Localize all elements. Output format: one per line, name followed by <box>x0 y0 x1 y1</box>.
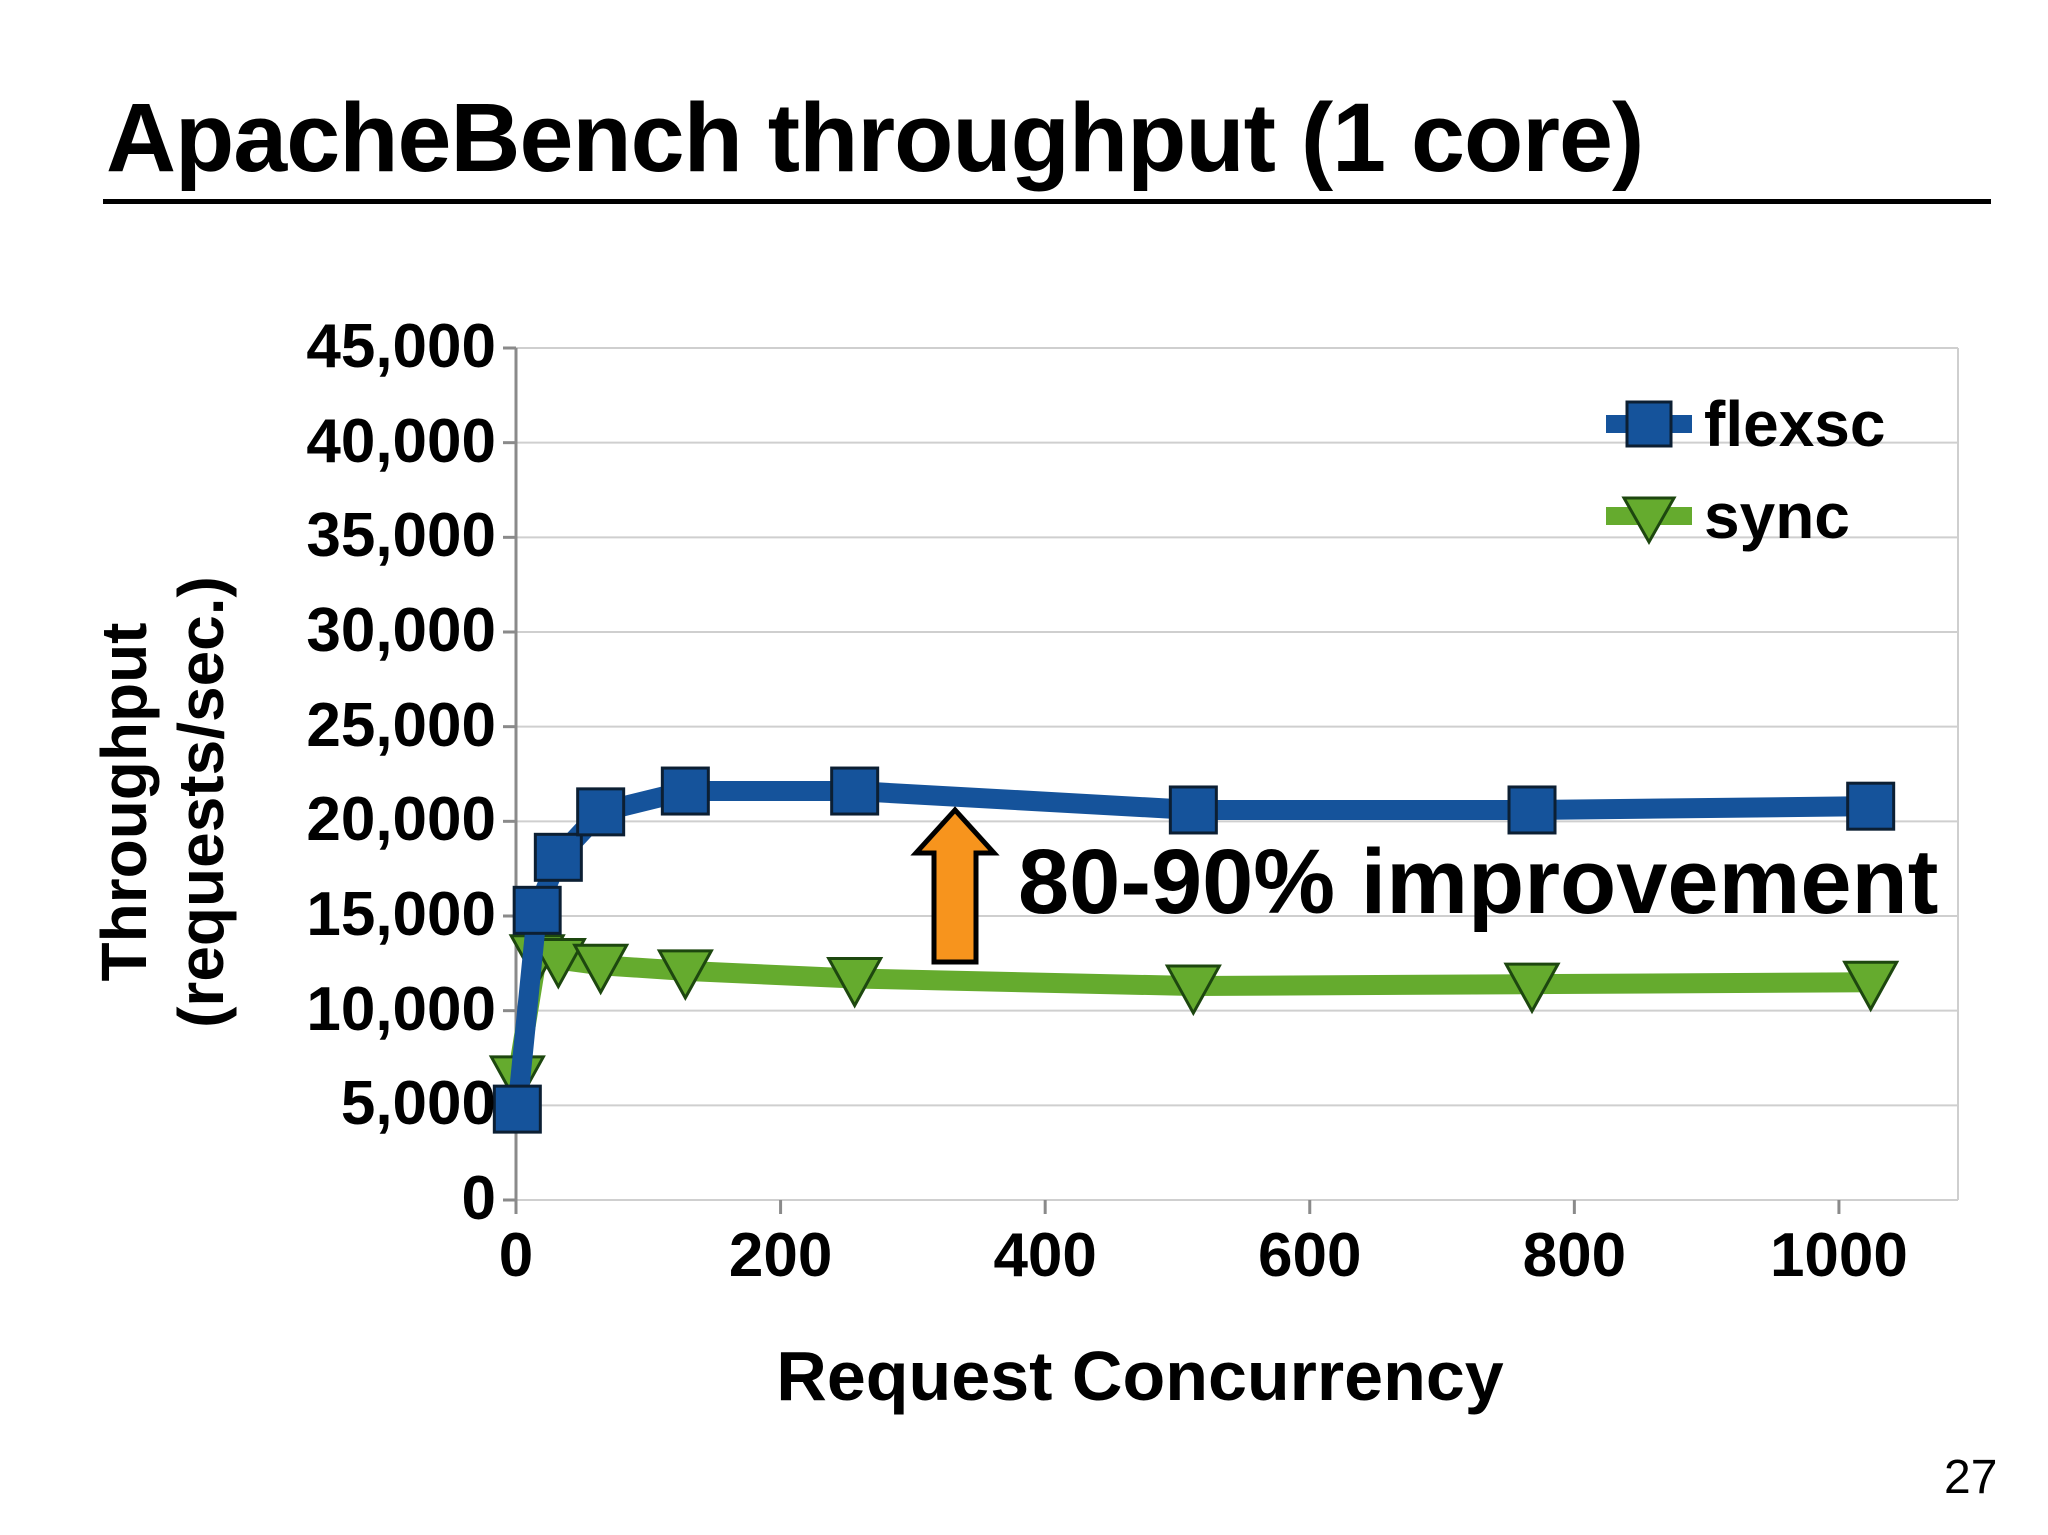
y-axis-title: Throughput (requests/sec.) <box>86 576 240 1028</box>
x-tick-label: 400 <box>993 1221 1097 1290</box>
flexsc-data-point <box>533 832 583 882</box>
y-tick-label: 25,000 <box>306 690 496 760</box>
improvement-annotation: 80-90% improvement <box>1018 831 1939 933</box>
sync-data-point <box>529 938 587 990</box>
flexsc-data-point <box>830 766 880 816</box>
flexsc-data-point <box>576 787 626 837</box>
y-tick-label: 10,000 <box>306 974 496 1044</box>
legend-label-sync: sync <box>1704 480 1850 552</box>
sync-data-point <box>572 943 630 996</box>
x-tick-label: 1000 <box>1769 1221 1908 1290</box>
y-tick-label: 15,000 <box>306 880 496 950</box>
x-axis-title: Request Concurrency <box>776 1337 1504 1415</box>
sync-data-point <box>656 949 714 1002</box>
flexsc-data-point <box>1846 781 1896 831</box>
slide-title: ApacheBench throughput (1 core) <box>106 83 1644 192</box>
sync-data-point <box>1503 962 1561 1015</box>
sync-data-point <box>1164 964 1222 1017</box>
chart-legend: flexsc sync <box>1606 384 1885 568</box>
flexsc-data-point <box>1168 785 1218 835</box>
y-tick-label: 45,000 <box>306 312 496 382</box>
y-axis-title-line1: Throughput <box>88 622 160 982</box>
x-tick-label: 200 <box>728 1221 833 1290</box>
y-axis-title-line2: (requests/sec.) <box>165 576 237 1028</box>
legend-item-flexsc: flexsc <box>1606 384 1885 464</box>
flexsc-data-point <box>492 1084 542 1134</box>
flexsc-data-point <box>660 766 710 816</box>
legend-label-flexsc: flexsc <box>1704 388 1886 460</box>
x-tick-label: 600 <box>1258 1221 1362 1290</box>
x-tick-label: 800 <box>1522 1221 1627 1290</box>
sync-data-point <box>1842 960 1900 1013</box>
y-tick-label: 0 <box>461 1164 496 1234</box>
y-tick-label: 35,000 <box>306 501 496 571</box>
title-underline <box>103 199 1991 204</box>
flexsc-data-point <box>512 885 562 935</box>
legend-item-sync: sync <box>1606 476 1885 556</box>
page-number: 27 <box>1944 1451 1998 1504</box>
y-tick-label: 5,000 <box>340 1069 496 1139</box>
y-tick-label: 40,000 <box>306 406 496 476</box>
flexsc-square-marker-icon <box>1606 400 1692 448</box>
sync-data-point <box>826 956 884 1009</box>
y-tick-label: 30,000 <box>306 596 496 666</box>
y-tick-label: 20,000 <box>306 785 496 855</box>
x-tick-label: 0 <box>498 1221 534 1290</box>
flexsc-data-point <box>1507 785 1557 835</box>
improvement-arrow-icon <box>910 806 1000 965</box>
sync-triangle-marker-icon <box>1606 496 1692 546</box>
